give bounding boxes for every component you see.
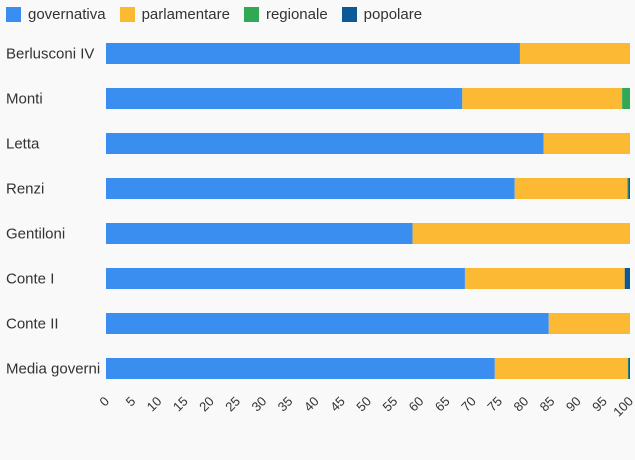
legend-swatch-popolare	[341, 6, 357, 22]
legend-label-parlamentare: parlamentare	[141, 5, 230, 23]
bar-monti-governativa[interactable]	[106, 88, 463, 109]
legend-swatch-regionale	[243, 6, 259, 22]
category-label-conte-ii: Conte II	[6, 316, 59, 333]
bar-gentiloni-parlamentare[interactable]	[412, 223, 630, 244]
x-tick-label-55: 55	[379, 394, 400, 415]
x-tick-label-80: 80	[510, 394, 531, 415]
legend-item-parlamentare[interactable]: parlamentare	[119, 5, 230, 23]
bar-media-governi-governativa[interactable]	[106, 358, 495, 379]
x-tick-label-5: 5	[123, 394, 139, 410]
x-tick-label-30: 30	[248, 394, 269, 415]
category-label-monti: Monti	[6, 91, 43, 108]
x-tick-label-75: 75	[484, 394, 505, 415]
bar-conte-ii-parlamentare[interactable]	[548, 313, 630, 334]
x-tick-label-20: 20	[196, 394, 217, 415]
legend-item-regionale[interactable]: regionale	[243, 5, 328, 23]
x-tick-label-95: 95	[589, 394, 610, 415]
bar-conte-i-popolare[interactable]	[624, 268, 630, 289]
legend-item-popolare[interactable]: popolare	[341, 5, 423, 23]
bar-letta-governativa[interactable]	[106, 133, 544, 154]
category-labels: Berlusconi IV Monti Letta Renzi Gentiloni Con…	[6, 46, 100, 378]
bar-monti-regionale[interactable]	[622, 88, 630, 109]
category-label-renzi: Renzi	[6, 181, 44, 198]
legend-label-governativa: governativa	[28, 5, 106, 23]
x-tick-label-0: 0	[96, 394, 112, 410]
legend-swatch-governativa	[6, 6, 21, 22]
x-tick-label-45: 45	[327, 394, 348, 415]
bar-media-governi-regionale[interactable]	[627, 358, 629, 379]
legend-label-popolare: popolare	[363, 5, 423, 23]
x-tick-label-65: 65	[432, 394, 453, 415]
bar-conte-i-governativa[interactable]	[106, 268, 465, 289]
category-label-gentiloni: Gentiloni	[6, 226, 65, 243]
bar-conte-ii-governativa[interactable]	[106, 313, 549, 334]
x-tick-label-100: 100	[610, 394, 635, 420]
bar-renzi-regionale[interactable]	[627, 178, 629, 199]
bar-berlusconi-iv-parlamentare[interactable]	[519, 43, 630, 64]
x-axis-ticks: 0 5 10 15 20 25 30 35 40 45 50 55 60 65 70 75 80 85 90 95 10…	[96, 394, 635, 420]
legend-item-governativa[interactable]: governativa	[6, 6, 106, 23]
x-tick-label-50: 50	[353, 394, 374, 415]
category-label-conte-i: Conte I	[6, 271, 54, 288]
x-tick-label-40: 40	[301, 394, 322, 415]
x-tick-label-85: 85	[537, 394, 558, 415]
x-tick-label-90: 90	[563, 394, 584, 415]
x-tick-label-25: 25	[222, 394, 243, 415]
bar-letta-parlamentare[interactable]	[543, 133, 630, 154]
legend-swatch-parlamentare	[119, 6, 135, 22]
category-label-media-governi: Media governi	[6, 361, 100, 378]
legend: governativa parlamentare regionale popol…	[6, 4, 436, 24]
category-label-berlusconi-iv: Berlusconi IV	[6, 46, 94, 63]
bar-monti-parlamentare[interactable]	[462, 88, 623, 109]
x-tick-label-10: 10	[144, 394, 165, 415]
bar-conte-i-parlamentare[interactable]	[464, 268, 625, 289]
category-label-letta: Letta	[6, 136, 40, 153]
bar-renzi-parlamentare[interactable]	[514, 178, 628, 199]
x-tick-label-15: 15	[170, 394, 191, 415]
bar-renzi-popolare[interactable]	[628, 178, 630, 199]
bar-gentiloni-governativa[interactable]	[106, 223, 413, 244]
bar-renzi-governativa[interactable]	[106, 178, 515, 199]
bars	[106, 43, 630, 379]
x-tick-label-60: 60	[406, 394, 427, 415]
x-tick-label-35: 35	[275, 394, 296, 415]
x-tick-label-70: 70	[458, 394, 479, 415]
bar-media-governi-popolare[interactable]	[628, 358, 630, 379]
bar-media-governi-parlamentare[interactable]	[494, 358, 628, 379]
bar-berlusconi-iv-governativa[interactable]	[106, 43, 520, 64]
legend-label-regionale: regionale	[265, 5, 328, 23]
